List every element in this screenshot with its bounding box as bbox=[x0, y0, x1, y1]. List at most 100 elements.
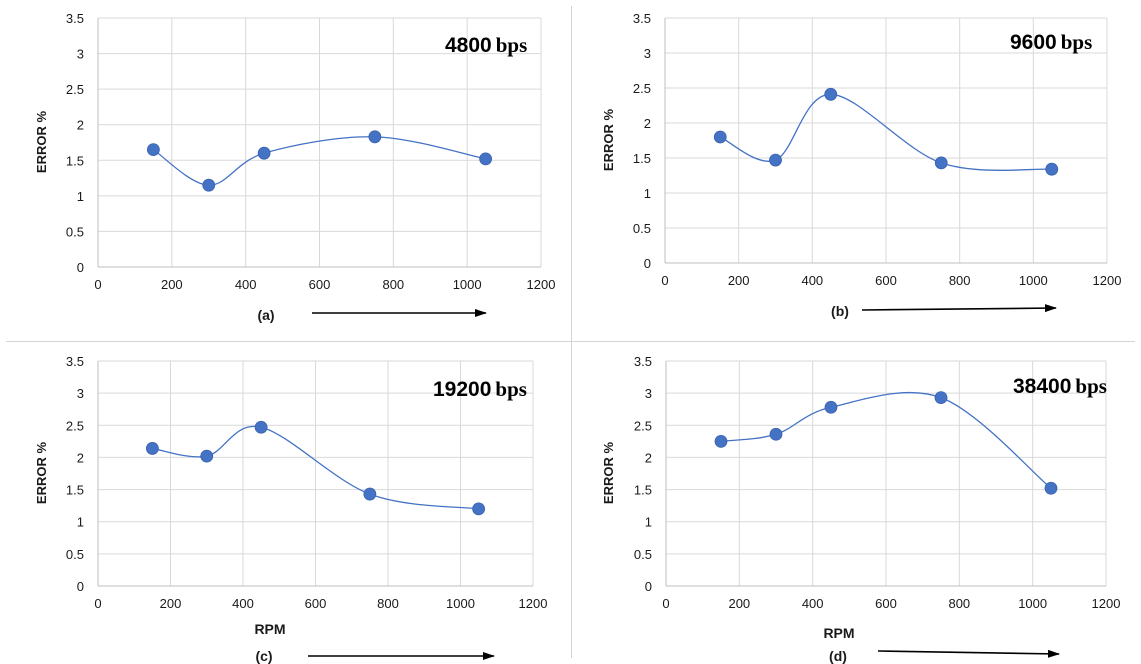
y-tick-label: 2 bbox=[77, 450, 84, 465]
x-tick-label: 0 bbox=[94, 596, 101, 611]
x-tick-label: 200 bbox=[728, 273, 750, 288]
panel-label: (d) bbox=[829, 648, 847, 664]
data-point bbox=[254, 420, 268, 434]
panel-label: (c) bbox=[255, 648, 272, 664]
x-tick-label: 0 bbox=[94, 277, 101, 292]
x-tick-label: 600 bbox=[305, 596, 327, 611]
x-tick-label: 1200 bbox=[527, 277, 556, 292]
x-tick-label: 200 bbox=[728, 596, 750, 611]
y-tick-label: 0.5 bbox=[633, 221, 651, 236]
baud-rate-unit: bps bbox=[1061, 30, 1093, 54]
y-tick-label: 1 bbox=[77, 515, 84, 530]
y-tick-label: 0 bbox=[645, 579, 652, 594]
x-tick-label: 200 bbox=[160, 596, 182, 611]
baud-rate-value: 4800 bbox=[445, 34, 492, 57]
y-tick-label: 1.5 bbox=[66, 483, 84, 498]
y-tick-label: 2.5 bbox=[66, 418, 84, 433]
panel-a: 0 0.5 1 1.5 2 2.5 3 3.5 0 200 400 600 800 1000 1200 ERR… bbox=[34, 11, 555, 323]
baud-rate-label: 9600 bps bbox=[1010, 30, 1092, 54]
y-tick-label: 3 bbox=[645, 386, 652, 401]
x-tick-label: 1000 bbox=[1019, 273, 1048, 288]
baud-rate-value: 38400 bbox=[1013, 375, 1071, 398]
data-point bbox=[257, 146, 271, 160]
data-point bbox=[934, 156, 948, 170]
y-tick-label: 3 bbox=[77, 386, 84, 401]
y-tick-label: 0 bbox=[77, 579, 84, 594]
y-tick-label: 2.5 bbox=[634, 418, 652, 433]
x-tick-label: 1200 bbox=[1093, 273, 1122, 288]
y-axis-title: ERROR % bbox=[34, 111, 49, 174]
panel-label: (b) bbox=[831, 303, 849, 319]
y-axis-title: ERROR % bbox=[601, 442, 616, 505]
y-tick-label: 1.5 bbox=[66, 153, 84, 168]
data-point bbox=[934, 391, 948, 405]
y-tick-label: 0 bbox=[77, 260, 84, 275]
y-tick-label: 3.5 bbox=[634, 354, 652, 369]
data-point bbox=[824, 87, 838, 101]
panel-d: 0 0.5 1 1.5 2 2.5 3 3.5 0 200 400 600 800 1000 1200 ERR… bbox=[601, 354, 1120, 664]
x-axis-title: RPM bbox=[823, 625, 854, 641]
x-axis-title: RPM bbox=[254, 621, 285, 637]
baud-rate-unit: bps bbox=[495, 377, 527, 401]
data-point bbox=[713, 130, 727, 144]
x-tick-label: 800 bbox=[949, 273, 971, 288]
data-point bbox=[363, 487, 377, 501]
baud-rate-label: 38400 bps bbox=[1013, 374, 1107, 398]
data-point bbox=[200, 449, 214, 463]
x-tick-label: 400 bbox=[235, 277, 257, 292]
panel-divider-vertical bbox=[571, 6, 572, 658]
y-tick-label: 1.5 bbox=[634, 483, 652, 498]
y-tick-label: 3.5 bbox=[66, 11, 84, 26]
data-point bbox=[769, 153, 782, 167]
data-point bbox=[472, 502, 486, 516]
direction-arrow bbox=[877, 649, 1060, 658]
x-tick-label: 600 bbox=[875, 273, 897, 288]
x-tick-label: 0 bbox=[661, 273, 668, 288]
y-tick-label: 1.5 bbox=[633, 151, 651, 166]
data-point bbox=[769, 427, 783, 441]
x-tick-label: 1200 bbox=[519, 596, 548, 611]
y-tick-label: 2 bbox=[644, 116, 651, 131]
x-tick-label: 600 bbox=[309, 277, 331, 292]
y-tick-label: 3 bbox=[644, 46, 651, 61]
y-tick-label: 3.5 bbox=[66, 354, 84, 369]
y-tick-label: 1 bbox=[645, 515, 652, 530]
x-tick-label: 800 bbox=[948, 596, 970, 611]
data-point bbox=[368, 130, 382, 144]
x-tick-label: 0 bbox=[662, 596, 669, 611]
x-tick-label: 400 bbox=[232, 596, 254, 611]
data-point bbox=[1045, 162, 1059, 176]
baud-rate-value: 9600 bbox=[1010, 31, 1057, 54]
data-point bbox=[202, 178, 216, 192]
panel-divider-horizontal bbox=[6, 341, 1135, 342]
y-tick-label: 0.5 bbox=[66, 224, 84, 239]
y-axis-title: ERROR % bbox=[601, 109, 616, 172]
y-tick-label: 1 bbox=[77, 189, 84, 204]
x-tick-label: 200 bbox=[161, 277, 183, 292]
data-point bbox=[145, 442, 159, 455]
series-line bbox=[153, 136, 486, 186]
x-tick-label: 1000 bbox=[453, 277, 482, 292]
baud-rate-unit: bps bbox=[496, 33, 528, 57]
panel-b: 0 0.5 1 1.5 2 2.5 3 3.5 0 200 400 600 800 1000 1200 ERR… bbox=[601, 11, 1121, 319]
baud-rate-label: 4800 bps bbox=[445, 33, 527, 57]
data-point bbox=[479, 152, 493, 166]
data-point bbox=[824, 400, 838, 414]
y-tick-label: 3 bbox=[77, 47, 84, 62]
data-point bbox=[714, 434, 728, 448]
x-tick-label: 1000 bbox=[446, 596, 475, 611]
baud-rate-unit: bps bbox=[1075, 374, 1107, 398]
y-tick-label: 0.5 bbox=[66, 547, 84, 562]
x-tick-label: 800 bbox=[377, 596, 399, 611]
y-tick-label: 2 bbox=[645, 450, 652, 465]
y-tick-label: 2.5 bbox=[66, 82, 84, 97]
x-tick-label: 400 bbox=[801, 273, 823, 288]
y-tick-label: 0 bbox=[644, 256, 651, 271]
x-tick-label: 1000 bbox=[1018, 596, 1047, 611]
baud-rate-label: 19200 bps bbox=[433, 377, 527, 401]
panel-label: (a) bbox=[257, 307, 274, 323]
y-tick-label: 3.5 bbox=[633, 11, 651, 26]
y-tick-label: 2 bbox=[77, 118, 84, 133]
